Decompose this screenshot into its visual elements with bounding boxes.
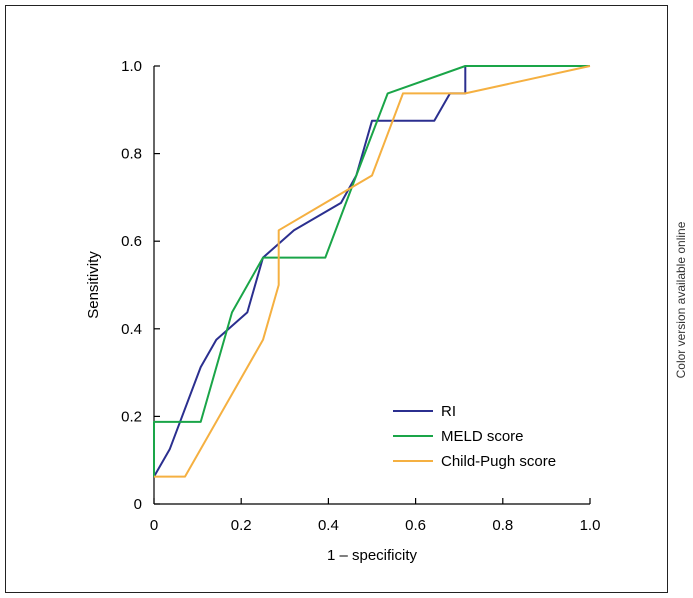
y-tick-label: 0 [134, 496, 142, 513]
x-tick-label: 0.8 [492, 517, 513, 534]
y-tick-label: 0.2 [121, 408, 142, 425]
x-tick-label: 1.0 [580, 517, 601, 534]
x-tick-label: 0.2 [231, 517, 252, 534]
x-tick-label: 0 [150, 517, 158, 534]
color-version-note: Color version available online [674, 221, 688, 378]
series-lines [153, 65, 591, 478]
series-line-child-pugh-score [154, 65, 591, 478]
y-tick-label: 0.8 [121, 146, 142, 163]
x-axis-ticks: 0 0.2 0.4 0.6 0.8 1.0 [150, 498, 601, 534]
legend-label-child-pugh-score: Child-Pugh score [441, 453, 556, 470]
figure-border [5, 5, 668, 593]
legend: RI MELD score Child-Pugh score [393, 403, 556, 470]
y-tick-label: 0.6 [121, 233, 142, 250]
y-axis-ticks: 0 0.2 0.4 0.6 0.8 1.0 [121, 58, 160, 513]
x-axis-title: 1 – specificity [327, 547, 418, 564]
legend-label-meld-score: MELD score [441, 428, 524, 445]
y-tick-label: 0.4 [121, 321, 142, 338]
y-axis-title: Sensitivity [85, 251, 102, 319]
x-tick-label: 0.4 [318, 517, 339, 534]
x-tick-label: 0.6 [405, 517, 426, 534]
legend-label-ri: RI [441, 403, 456, 420]
y-tick-label: 1.0 [121, 58, 142, 75]
series-line-meld-score [153, 65, 590, 477]
